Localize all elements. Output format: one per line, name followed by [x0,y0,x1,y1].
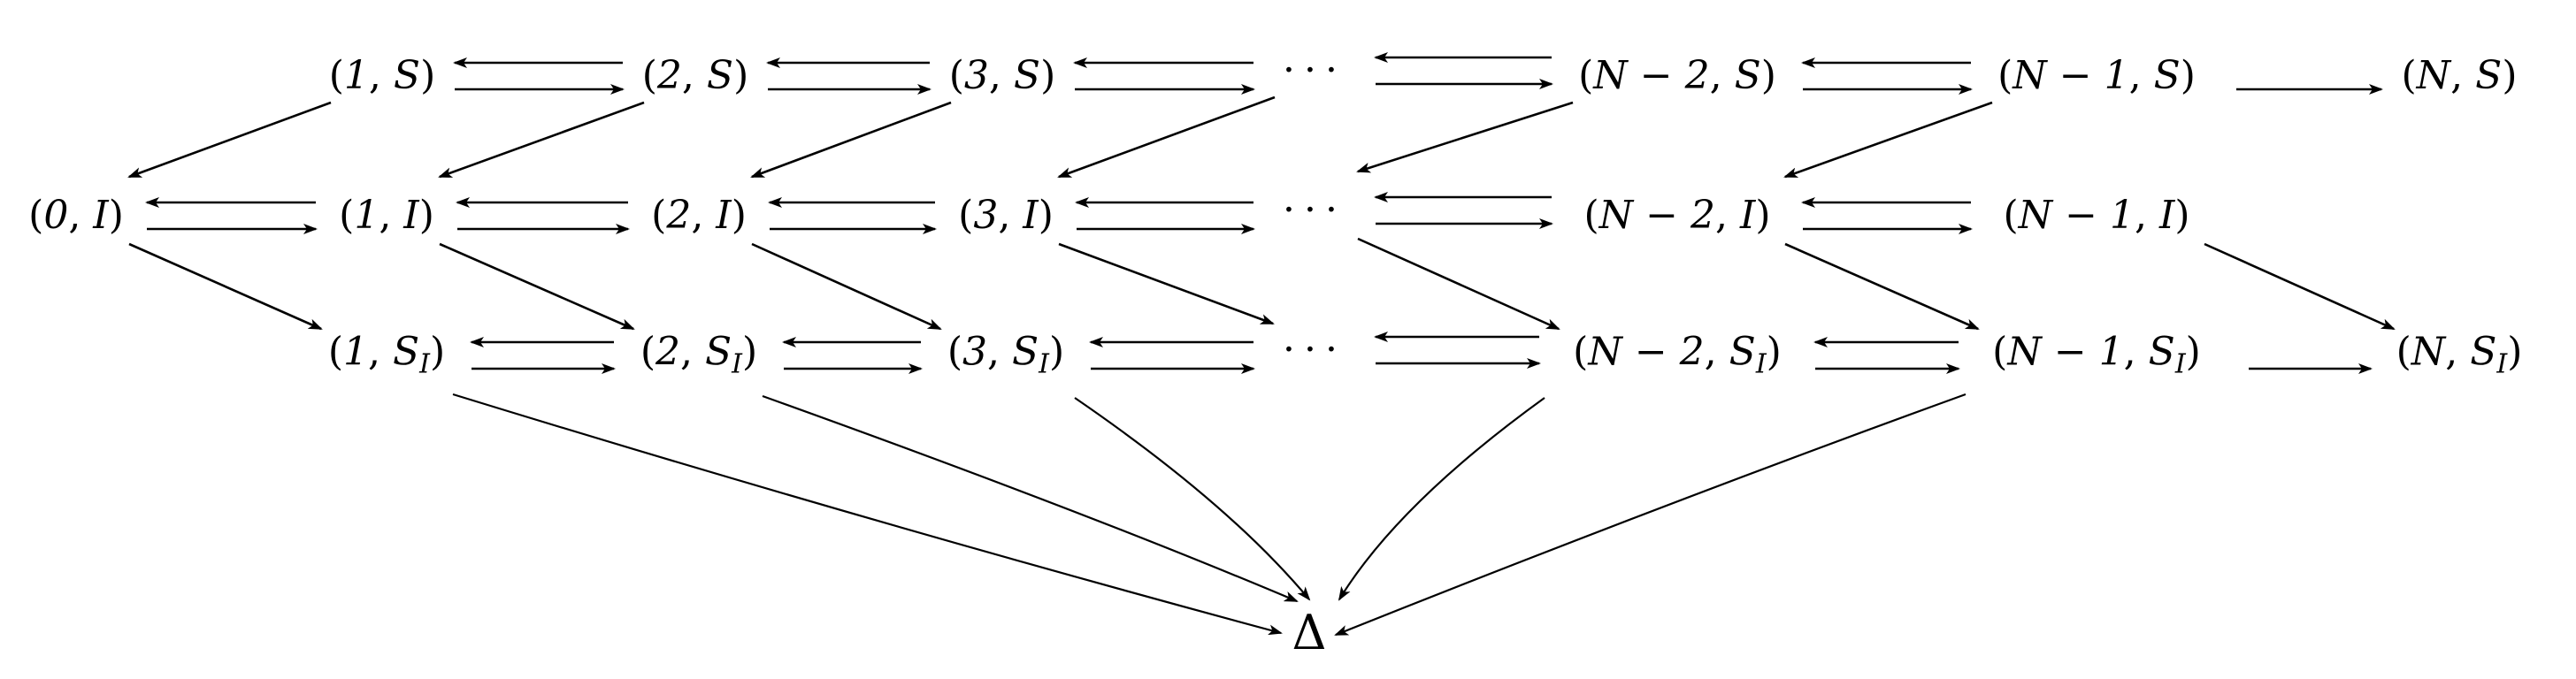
state-count: N − 1 [2007,329,2124,375]
edge-3s-to-2i [750,101,952,179]
edge-1i-to-2si [439,242,635,331]
state-count: N − 2 [1588,329,1705,375]
state-count: 0 [43,193,69,238]
state-subscript: I [2496,348,2508,380]
state-node-3si: (3, SI) [947,329,1065,380]
state-node-n1s: (N − 1, S) [1997,53,2196,98]
state-label: S [2148,329,2175,375]
state-node-0i: (0, I) [28,193,124,238]
state-node-n2si: (N − 2, SI) [1573,329,1782,380]
state-count: 2 [666,193,692,238]
state-count: 3 [973,193,999,238]
state-label: S [2470,329,2497,375]
state-count: 1 [354,193,380,238]
edge-n2si-to-delta [1338,397,1545,601]
state-node-nsi: (N, SI) [2396,329,2523,380]
state-count: N − 2 [1593,53,1710,98]
edge-2s-to-1i [438,101,645,179]
state-label: S [1729,329,1756,375]
state-count: 1 [343,329,368,375]
edge-n1s-to-n2i [1783,101,1993,179]
edge-1s-to-0i [127,101,332,179]
state-label: I [2158,193,2175,238]
sink-label: Δ [1292,605,1327,660]
state-subscript: I [1039,348,1049,380]
edge-n2s-to-dotsi [1356,101,1574,173]
edge-0i-to-1si [128,242,323,331]
state-label: I [93,193,109,238]
ellipsis-text: ··· [1283,48,1346,93]
state-node-n2s: (N − 2, S) [1578,53,1776,98]
edge-3i-to-dotssi [1058,242,1275,325]
state-label: I [716,193,732,238]
ellipsis-node-dotssi: ··· [1283,331,1346,370]
state-label: S [1013,53,1041,98]
edge-1si-to-delta [452,393,1283,636]
edge-n2i-to-n1si [1784,242,1980,331]
state-node-3i: (3, I) [958,193,1054,238]
state-node-3s: (3, S) [948,53,1056,98]
edge-2si-to-delta [762,394,1299,603]
state-label: S [392,329,420,375]
edge-3si-to-delta [1074,397,1311,601]
state-count: 3 [963,53,989,98]
state-count: N − 1 [2012,53,2129,98]
state-node-1si: (1, SI) [327,329,446,380]
absorbing-state-delta: Δ [1292,609,1327,657]
state-subscript: I [419,348,430,380]
state-label: I [1023,193,1039,238]
edge-n1i-to-nsi [2204,242,2396,331]
state-label: S [704,329,732,375]
state-subscript: I [2174,348,2186,380]
state-count: 1 [343,53,369,98]
state-label: S [2153,53,2181,98]
state-count: 2 [656,53,682,98]
state-node-n1i: (N − 1, I) [2003,193,2190,238]
state-count: N − 1 [2018,193,2135,238]
ellipsis-node-dotsi: ··· [1283,191,1346,230]
state-label: I [1739,193,1756,238]
state-node-2s: (2, S) [641,53,749,98]
edge-n1si-to-delta [1334,393,1966,637]
state-node-n2i: (N − 2, I) [1583,193,1771,238]
state-label: S [1011,329,1039,375]
state-node-2i: (2, I) [651,193,747,238]
ellipsis-node-dotss: ··· [1283,51,1346,90]
edge-dotsi-to-n2si [1357,237,1560,331]
edge-dotss-to-3i [1057,95,1276,179]
state-label: I [403,193,419,238]
state-label: S [1734,53,1761,98]
ellipsis-text: ··· [1283,187,1346,233]
state-node-2si: (2, SI) [640,329,758,380]
state-node-ns: (N, S) [2401,53,2518,98]
state-count: 2 [656,329,680,375]
state-count: N − 2 [1598,193,1715,238]
state-count: N [2411,329,2446,375]
state-count: 3 [962,329,987,375]
state-label: S [393,53,421,98]
state-node-1s: (1, S) [328,53,436,98]
state-subscript: I [732,348,742,380]
edge-2i-to-3si [751,242,942,331]
state-label: S [706,53,734,98]
state-count: N [2416,53,2451,98]
state-subscript: I [1755,348,1767,380]
state-node-1i: (1, I) [339,193,434,238]
state-node-n1si: (N − 1, SI) [1992,329,2201,380]
ellipsis-text: ··· [1283,327,1346,372]
state-label: S [2475,53,2503,98]
